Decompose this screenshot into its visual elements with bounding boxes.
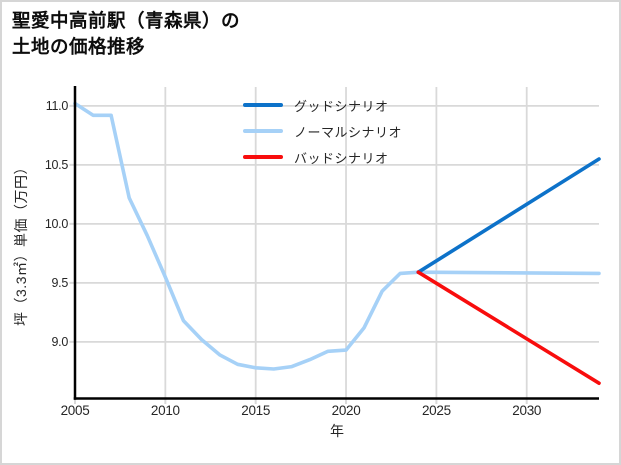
series-line-bad <box>416 270 601 386</box>
legend-line-swatch-bad <box>243 155 283 159</box>
x-tick-label-2005: 2005 <box>60 403 90 418</box>
chart-legend: グッドシナリオ ノーマルシナリオ バッドシナリオ <box>243 92 402 170</box>
series-line-good <box>416 157 601 275</box>
y-tick-label-10.5: 10.5 <box>44 157 68 172</box>
y-axis-title: 坪（3.3㎡）単価（万円） <box>13 160 29 326</box>
x-tick-label-2015: 2015 <box>241 403 271 418</box>
series-line-normal <box>73 101 601 371</box>
legend-label-good: グッドシナリオ <box>294 98 389 114</box>
page-title: 聖愛中高前駅（青森県）の 土地の価格推移 <box>12 8 240 59</box>
x-tick-label-2025: 2025 <box>421 403 451 418</box>
legend-item-bad: バッドシナリオ <box>243 144 402 170</box>
legend-line-swatch-normal <box>243 129 283 133</box>
legend-label-bad: バッドシナリオ <box>294 150 389 166</box>
y-tick-label-11.0: 11.0 <box>45 98 69 113</box>
x-tick-label-2020: 2020 <box>331 403 361 418</box>
legend-item-good: グッドシナリオ <box>243 92 402 118</box>
x-tick-label-2030: 2030 <box>512 403 542 418</box>
legend-label-normal: ノーマルシナリオ <box>294 124 403 140</box>
y-tick-label-9.5: 9.5 <box>51 275 69 290</box>
y-tick-label-9.0: 9.0 <box>51 334 69 349</box>
page-title-line2: 土地の価格推移 <box>12 35 146 57</box>
x-tick-label-2010: 2010 <box>150 403 180 418</box>
legend-item-normal: ノーマルシナリオ <box>243 118 402 144</box>
legend-line-swatch-good <box>243 103 283 107</box>
x-axis-title: 年 <box>330 423 344 439</box>
page-title-line1: 聖愛中高前駅（青森県）の <box>12 10 241 31</box>
y-tick-label-10.0: 10.0 <box>44 216 68 231</box>
